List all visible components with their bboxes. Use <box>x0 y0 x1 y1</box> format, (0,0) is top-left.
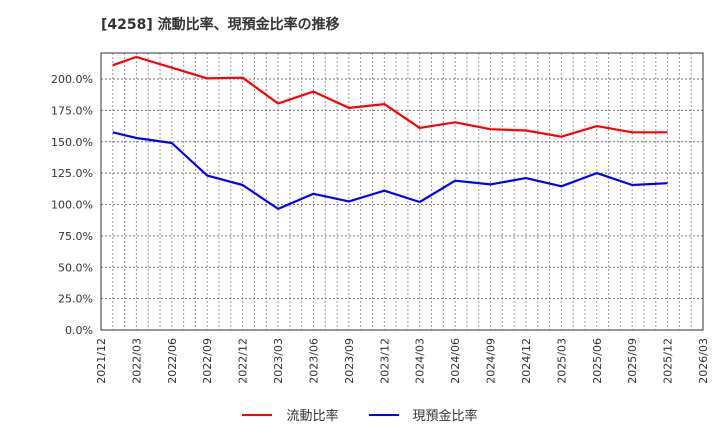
plot-frame <box>100 52 704 331</box>
x-tick-label: 2022/03 <box>130 338 143 384</box>
legend-label: 現預金比率 <box>412 409 478 424</box>
x-tick-label: 2025/09 <box>626 338 639 384</box>
x-tick-label: 2024/12 <box>520 338 533 384</box>
data-lines <box>112 55 668 210</box>
x-tick-label: 2025/12 <box>662 338 675 384</box>
x-tick-label: 2022/09 <box>201 338 214 384</box>
x-tick-label: 2023/12 <box>378 338 391 384</box>
x-tick-label: 2024/09 <box>485 338 498 384</box>
x-tick-label: 2025/03 <box>555 338 568 384</box>
current-ratio-line <box>112 55 668 138</box>
grid-lines <box>101 53 703 330</box>
y-tick-label: 150.0% <box>51 136 93 149</box>
y-tick-label: 100.0% <box>51 199 93 212</box>
y-tick-label: 25.0% <box>58 293 93 306</box>
y-tick-label: 50.0% <box>58 261 93 274</box>
legend-swatch-red <box>242 413 273 416</box>
x-tick-label: 2023/03 <box>272 338 285 384</box>
legend-label: 流動比率 <box>286 409 339 424</box>
legend-item-cash-ratio: 現預金比率 <box>368 405 478 424</box>
x-tick-label: 2024/06 <box>449 338 462 384</box>
cash-ratio-line <box>112 131 668 210</box>
chart-title: [4258] 流動比率、現預金比率の推移 <box>101 17 340 33</box>
y-tick-label: 0.0% <box>65 324 93 337</box>
x-axis: 2021/12 2022/03 2022/06 2022/09 2022/12 2023/… <box>95 338 710 384</box>
x-tick-label: 2022/12 <box>237 338 250 384</box>
legend-swatch-blue <box>368 413 399 416</box>
x-tick-label: 2024/03 <box>414 338 427 384</box>
y-axis: 0.0% 25.0% 50.0% 75.0% 100.0% 125.0% 150.0% 175… <box>51 73 93 337</box>
x-tick-label: 2022/06 <box>166 338 179 384</box>
x-tick-label: 2025/06 <box>591 338 604 384</box>
x-tick-label: 2023/09 <box>343 338 356 384</box>
y-tick-label: 175.0% <box>51 104 93 117</box>
x-tick-label: 2026/03 <box>697 338 710 384</box>
legend-item-current-ratio: 流動比率 <box>242 405 339 424</box>
y-tick-label: 75.0% <box>58 230 93 243</box>
y-tick-label: 125.0% <box>51 167 93 180</box>
x-tick-label: 2023/06 <box>307 338 320 384</box>
x-tick-label: 2021/12 <box>95 338 108 384</box>
legend: 流動比率 現預金比率 <box>0 405 720 424</box>
y-tick-label: 200.0% <box>51 73 93 86</box>
